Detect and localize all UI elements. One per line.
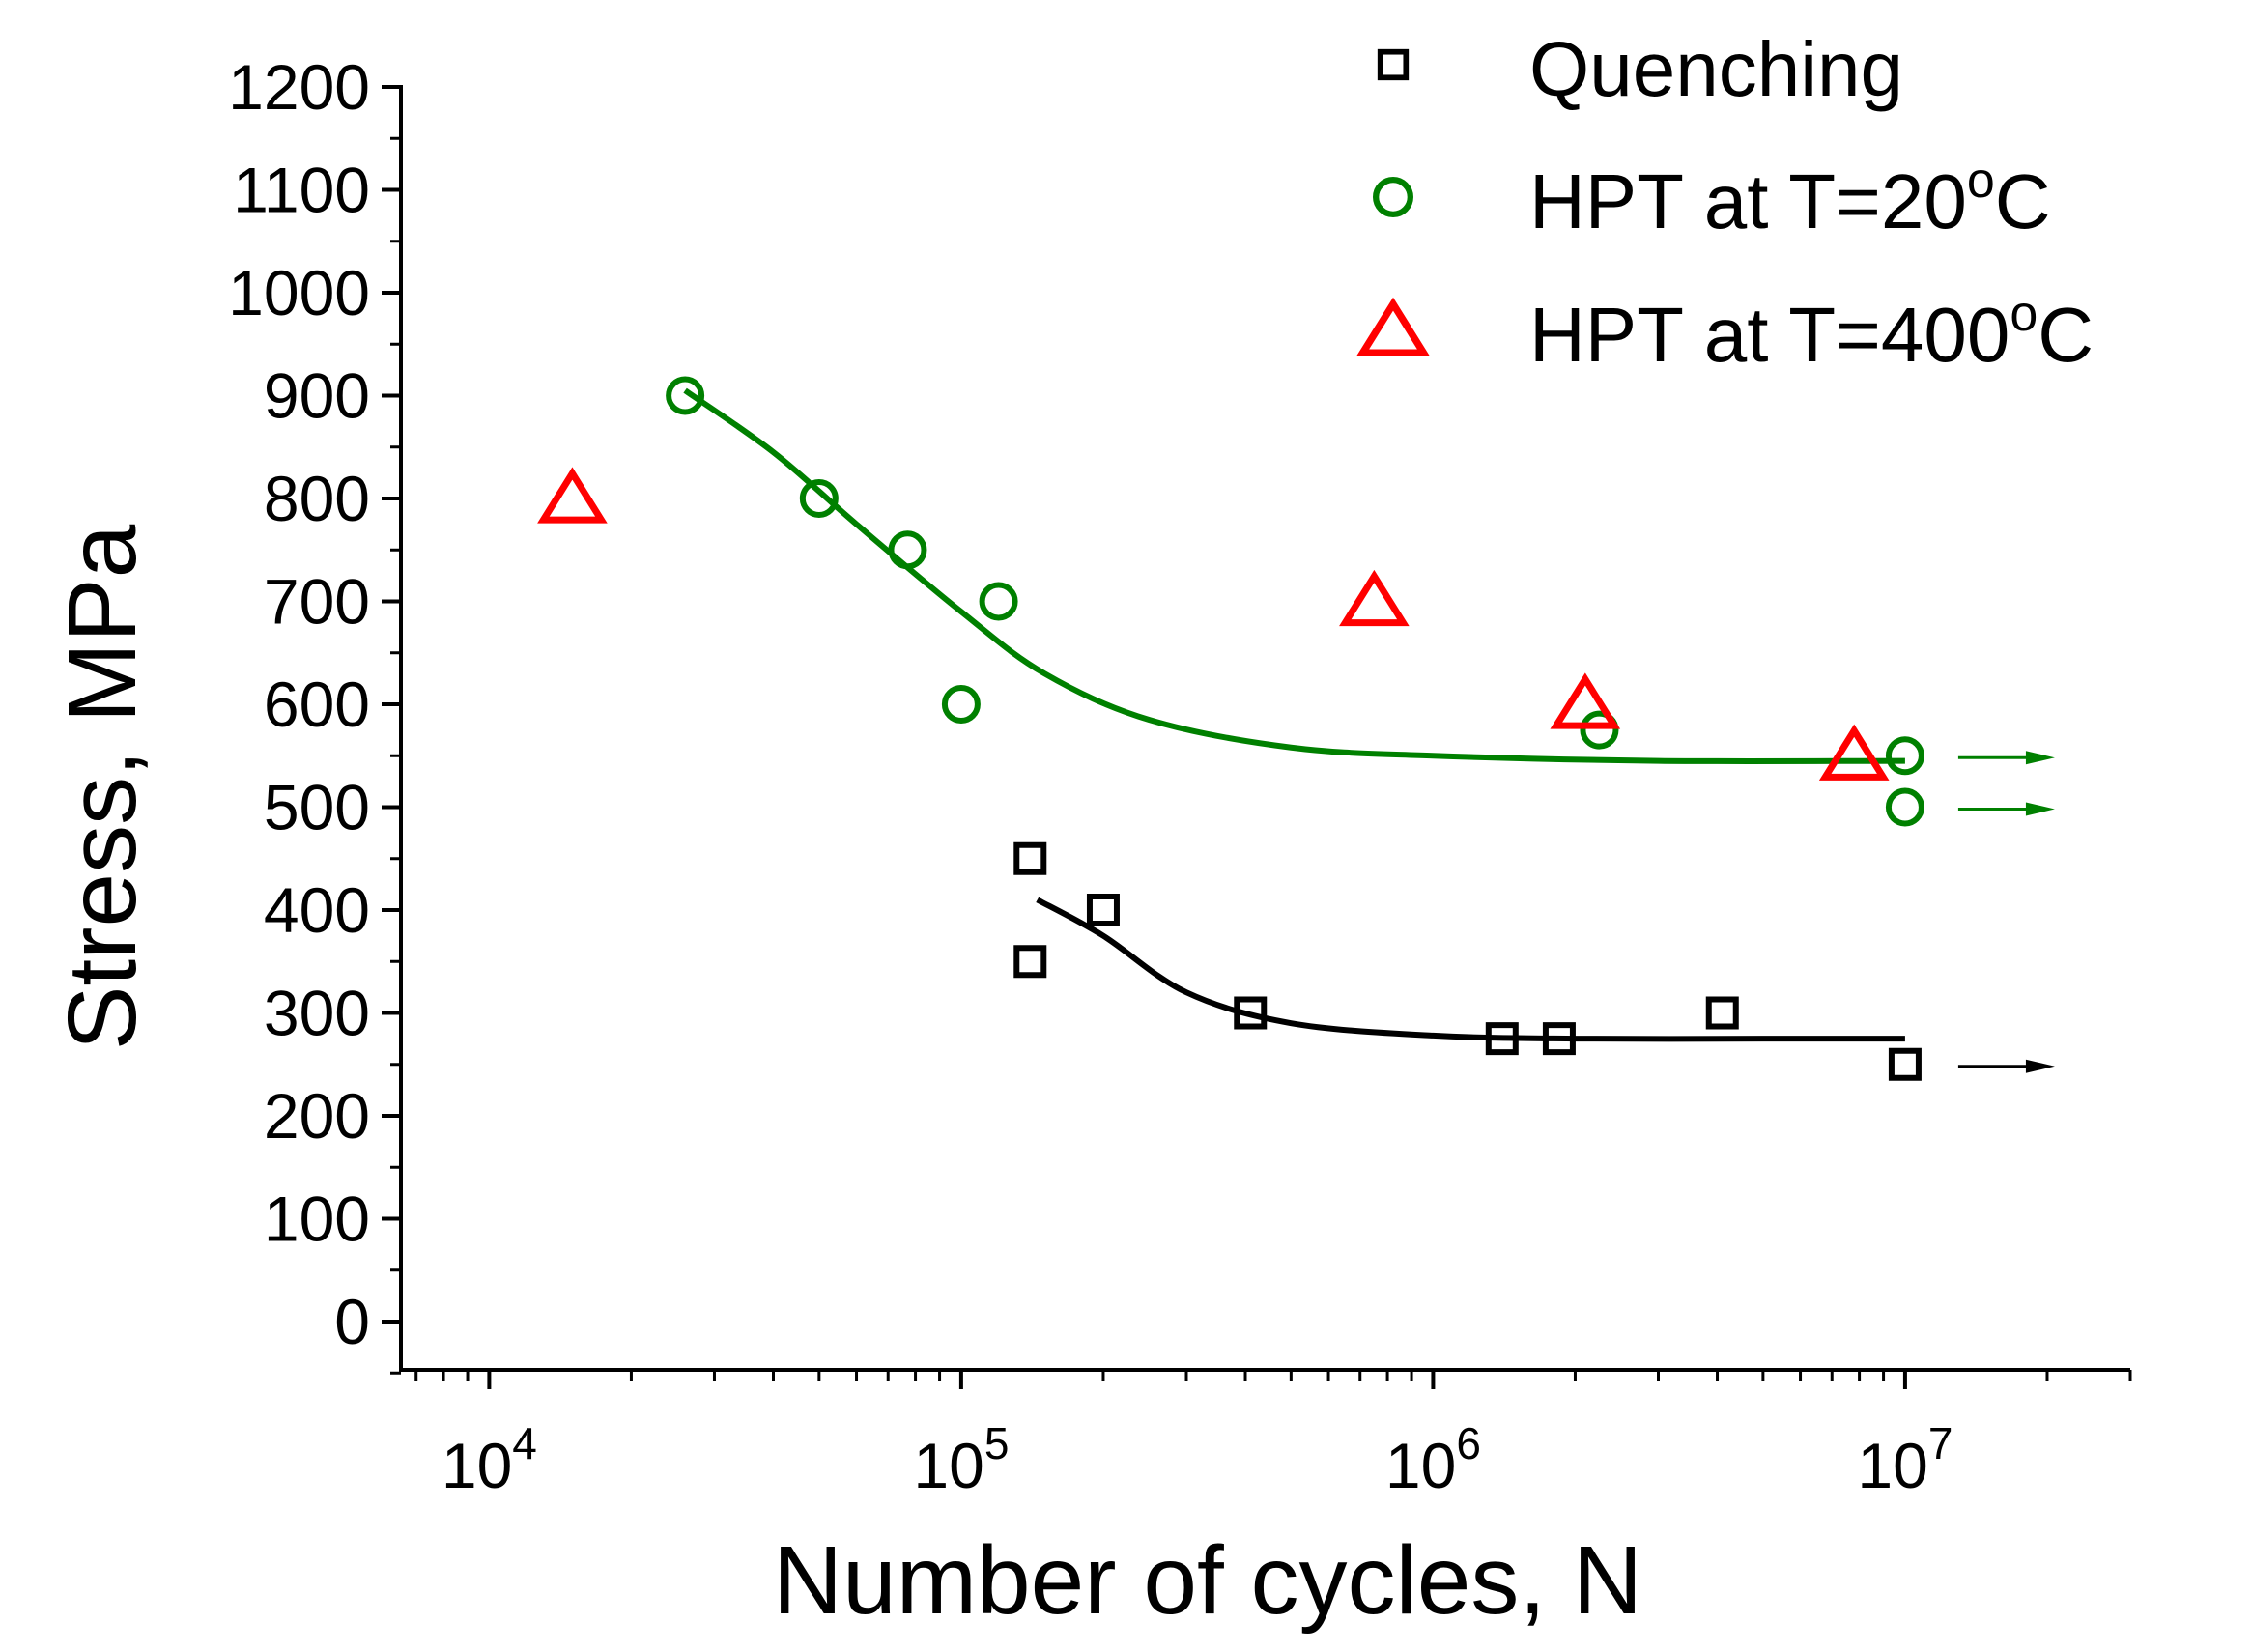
data-point-square bbox=[1705, 996, 1739, 1030]
x-axis-title: Number of cycles, N bbox=[773, 1526, 1642, 1635]
axis-titles: Number of cycles, N Stress, MPa bbox=[48, 524, 1642, 1635]
legend-label: HPT at T=400oC bbox=[1529, 286, 2094, 378]
x-tick-label: 104 bbox=[442, 1418, 537, 1501]
y-tick-label: 200 bbox=[264, 1080, 370, 1152]
legend-label: HPT at T=20oC bbox=[1529, 153, 2051, 244]
y-tick-label: 900 bbox=[264, 360, 370, 432]
data-point-square bbox=[1013, 841, 1047, 875]
x-tick-label: 105 bbox=[913, 1418, 1009, 1501]
legend-label: Quenching bbox=[1529, 26, 1903, 112]
data-point-square bbox=[1086, 894, 1120, 926]
y-tick-label: 800 bbox=[264, 463, 370, 534]
y-tick-label: 300 bbox=[264, 978, 370, 1049]
data-point-circle bbox=[1885, 787, 1924, 827]
data-point-triangle bbox=[1339, 569, 1410, 627]
legend-marker-triangle bbox=[1355, 297, 1431, 356]
data-points bbox=[537, 376, 2055, 1081]
data-point-triangle bbox=[1550, 672, 1621, 729]
data-point-square bbox=[1542, 1022, 1576, 1056]
data-point-triangle bbox=[537, 467, 608, 524]
y-tick-label: 100 bbox=[264, 1183, 370, 1255]
data-point-circle bbox=[888, 530, 927, 570]
data-point-circle bbox=[1885, 736, 1924, 776]
runout-arrow-head bbox=[2025, 802, 2055, 816]
data-point-square bbox=[1485, 1022, 1519, 1056]
y-tick-label: 1100 bbox=[233, 155, 370, 226]
x-tick-label: 106 bbox=[1385, 1418, 1481, 1501]
legend-marker-circle bbox=[1373, 176, 1414, 217]
y-axis-title: Stress, MPa bbox=[48, 524, 157, 1050]
data-point-circle bbox=[979, 582, 1018, 621]
data-point-circle bbox=[799, 479, 839, 518]
y-tick-label: 400 bbox=[264, 874, 370, 946]
data-point-square bbox=[1013, 945, 1047, 979]
runout-arrow-head bbox=[2025, 1059, 2055, 1073]
y-tick-label: 0 bbox=[334, 1286, 370, 1357]
data-point-circle bbox=[1580, 710, 1619, 750]
data-point-circle bbox=[941, 685, 981, 724]
legend: Quenching HPT at T=20oC HPT at T=400oC bbox=[1355, 26, 2094, 378]
fit-curves bbox=[683, 387, 1905, 1042]
legend-marker-square bbox=[1377, 48, 1410, 81]
runout-arrow-head bbox=[2025, 751, 2055, 765]
y-tick-label: 1200 bbox=[228, 51, 370, 123]
data-point-circle bbox=[666, 376, 705, 415]
y-tick-label: 500 bbox=[264, 772, 370, 843]
axes: 0 100 200 300 400 500 600 700 800 900 1000 1100 1200… bbox=[228, 51, 2132, 1501]
data-point-square bbox=[1888, 1047, 1922, 1081]
fit-curve-series-0 bbox=[1036, 897, 1905, 1042]
data-point-triangle bbox=[1818, 724, 1890, 781]
y-tick-label: 700 bbox=[264, 566, 370, 638]
x-tick-label: 107 bbox=[1857, 1418, 1953, 1501]
y-tick-label: 600 bbox=[264, 669, 370, 740]
y-tick-label: 1000 bbox=[228, 257, 370, 328]
data-point-square bbox=[1234, 996, 1268, 1030]
fit-curve-series-1 bbox=[683, 387, 1905, 764]
